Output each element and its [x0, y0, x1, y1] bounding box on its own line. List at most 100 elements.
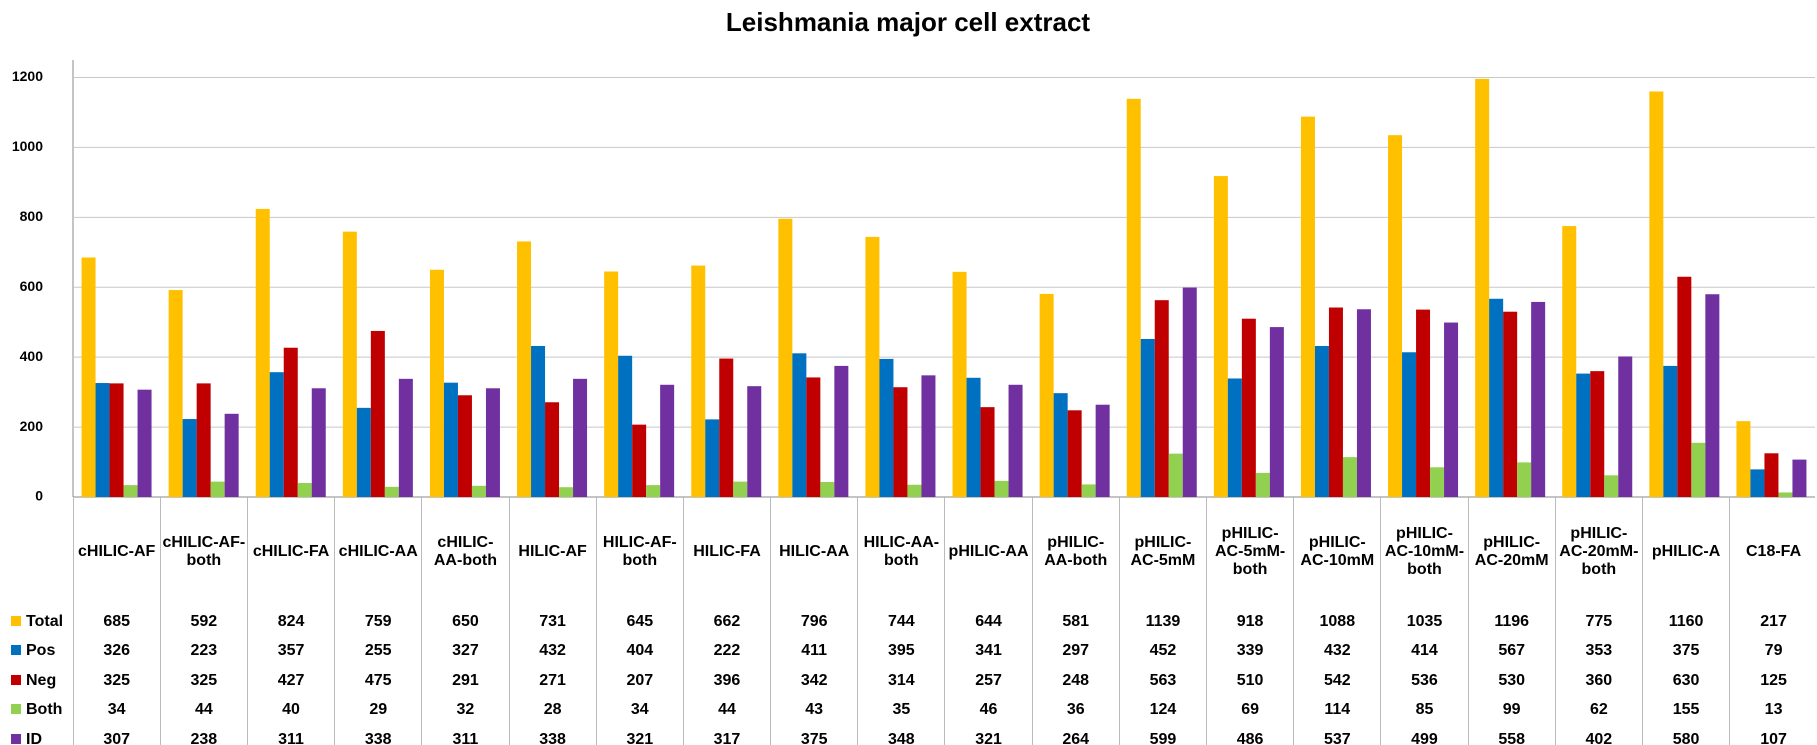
bar: [778, 218, 793, 498]
table-value: 1088: [1293, 607, 1381, 637]
bar: [1213, 176, 1228, 497]
legend-label: ID: [26, 730, 42, 745]
corner-cell: [0, 497, 73, 607]
bar: [646, 485, 661, 497]
table-value: 271: [508, 666, 597, 696]
table-value: 395: [857, 636, 945, 666]
bar: [311, 388, 326, 497]
category-label: pHILIC-AA: [944, 497, 1033, 607]
bar: [907, 484, 922, 497]
table-value: 1139: [1118, 607, 1207, 637]
bar: [283, 347, 298, 497]
bar: [1649, 91, 1664, 498]
table-value: 685: [72, 607, 161, 637]
bar: [269, 372, 284, 497]
category-label: pHILIC-A: [1641, 497, 1730, 607]
table-value: 537: [1293, 725, 1381, 745]
bar: [879, 358, 894, 497]
category-label: cHILIC-AA: [334, 497, 422, 607]
bar: [1154, 300, 1169, 497]
table-value: 650: [421, 607, 510, 637]
bar: [1430, 467, 1445, 497]
table-value: 432: [1293, 636, 1381, 666]
table-value: 327: [421, 636, 510, 666]
table-value: 357: [246, 636, 335, 666]
table-value: 744: [857, 607, 945, 637]
table-value: 580: [1641, 725, 1730, 745]
y-tick-label: 600: [20, 278, 44, 294]
table-value: 338: [334, 725, 422, 745]
table-value: 824: [246, 607, 335, 637]
legend-swatch: [11, 674, 21, 685]
bar: [1416, 309, 1431, 497]
series-row: Neg 325 325 427 475 291 271 207 396 342 314 257 248 5…: [0, 666, 1817, 696]
table-value: 43: [770, 695, 858, 725]
bar: [224, 413, 239, 497]
legend-label: Both: [26, 701, 63, 719]
table-value: 321: [595, 725, 684, 745]
table-value: 217: [1729, 607, 1817, 637]
table-value: 114: [1293, 695, 1381, 725]
table-value: 375: [770, 725, 858, 745]
table-value: 404: [595, 636, 684, 666]
bar: [1778, 492, 1793, 497]
bar: [719, 358, 734, 497]
table-value: 207: [595, 666, 684, 696]
bar: [545, 402, 560, 497]
bar: [443, 382, 458, 497]
table-value: 499: [1380, 725, 1469, 745]
bar: [81, 257, 96, 497]
table-value: 402: [1554, 725, 1643, 745]
table-value: 255: [334, 636, 422, 666]
bar: [297, 483, 312, 497]
bar: [485, 388, 500, 497]
table-value: 297: [1031, 636, 1120, 666]
bar: [921, 375, 936, 497]
legend-label: Total: [26, 612, 64, 630]
table-value: 796: [770, 607, 858, 637]
table-value: 530: [1467, 666, 1556, 696]
legend-swatch: [11, 615, 21, 626]
bar: [1503, 311, 1518, 497]
bar: [531, 345, 546, 497]
category-label: cHILIC-AA-both: [421, 497, 510, 607]
table-value: 599: [1118, 725, 1207, 745]
bar: [123, 485, 138, 497]
bar: [196, 383, 211, 497]
bar: [1663, 365, 1678, 497]
table-value: 28: [508, 695, 597, 725]
table-value: 396: [682, 666, 771, 696]
bar: [457, 395, 472, 497]
table-value: 264: [1031, 725, 1120, 745]
table-value: 325: [72, 666, 161, 696]
legend-swatch: [11, 704, 21, 715]
bar: [747, 386, 762, 497]
bar: [1300, 116, 1315, 498]
table-value: 581: [1031, 607, 1120, 637]
bar: [398, 378, 413, 497]
category-label: HILIC-AA: [770, 497, 858, 607]
bar: [1168, 453, 1183, 497]
bar: [994, 480, 1009, 497]
table-value: 360: [1554, 666, 1643, 696]
table-value: 13: [1729, 695, 1817, 725]
category-label: cHILIC-AF: [72, 497, 161, 607]
bar: [1691, 442, 1706, 497]
bar: [356, 407, 371, 497]
table-value: 918: [1206, 607, 1294, 637]
y-tick-label: 400: [20, 348, 44, 364]
table-value: 291: [421, 666, 510, 696]
bar: [109, 383, 124, 497]
bar: [1677, 276, 1692, 497]
table-value: 326: [72, 636, 161, 666]
bar: [1792, 459, 1807, 497]
table-value: 99: [1467, 695, 1556, 725]
table-value: 645: [595, 607, 684, 637]
table-value: 62: [1554, 695, 1643, 725]
category-label: HILIC-AF-both: [595, 497, 684, 607]
table-value: 311: [246, 725, 335, 745]
table-value: 775: [1554, 607, 1643, 637]
series-row: Pos 326 223 357 255 327 432 404 222 411 395 341 297 4…: [0, 636, 1817, 666]
bar: [1517, 462, 1532, 497]
